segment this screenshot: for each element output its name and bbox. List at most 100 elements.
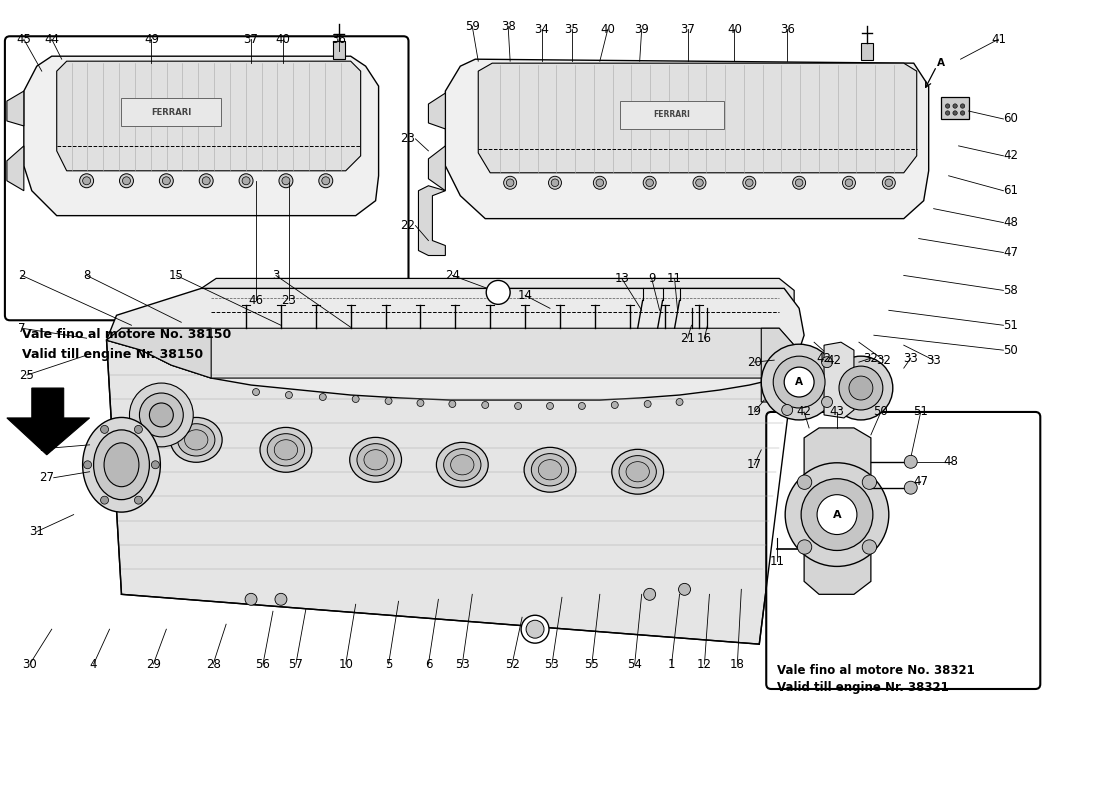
- Bar: [940, 97, 968, 119]
- Circle shape: [795, 179, 803, 186]
- Circle shape: [862, 540, 877, 554]
- Circle shape: [486, 281, 510, 304]
- Text: eurospares: eurospares: [129, 361, 374, 399]
- Text: 47: 47: [913, 475, 928, 488]
- Circle shape: [547, 402, 553, 410]
- Circle shape: [849, 376, 873, 400]
- Circle shape: [279, 174, 293, 188]
- Text: 32: 32: [864, 352, 878, 365]
- Text: 3: 3: [273, 269, 279, 282]
- Text: 38: 38: [500, 20, 516, 33]
- Text: 33: 33: [903, 352, 918, 365]
- Text: 14: 14: [518, 289, 532, 302]
- Polygon shape: [781, 345, 834, 412]
- Ellipse shape: [437, 442, 488, 487]
- Text: 32: 32: [877, 354, 891, 366]
- Circle shape: [82, 177, 90, 185]
- Circle shape: [645, 401, 651, 407]
- Ellipse shape: [443, 449, 481, 481]
- Circle shape: [676, 398, 683, 406]
- Circle shape: [953, 111, 957, 115]
- Text: 5: 5: [385, 658, 393, 670]
- Text: 28: 28: [206, 658, 221, 670]
- Circle shape: [904, 482, 917, 494]
- Text: 42: 42: [826, 354, 842, 366]
- Circle shape: [319, 394, 327, 401]
- Text: 58: 58: [1003, 284, 1019, 297]
- Text: 56: 56: [255, 658, 271, 670]
- Text: 4: 4: [90, 658, 97, 670]
- Text: 39: 39: [635, 22, 649, 36]
- Circle shape: [199, 174, 213, 188]
- Text: 8: 8: [82, 269, 90, 282]
- Circle shape: [352, 395, 360, 402]
- Text: 42: 42: [1003, 150, 1019, 162]
- Text: 25: 25: [20, 369, 34, 382]
- Circle shape: [551, 179, 559, 186]
- Circle shape: [945, 111, 949, 115]
- Text: Vale fino al motore No. 38150: Vale fino al motore No. 38150: [22, 328, 231, 342]
- Text: 36: 36: [331, 33, 346, 46]
- Ellipse shape: [104, 443, 139, 486]
- Polygon shape: [7, 388, 89, 455]
- Polygon shape: [418, 186, 446, 255]
- Ellipse shape: [170, 418, 222, 462]
- Ellipse shape: [358, 444, 394, 476]
- Text: 51: 51: [913, 406, 928, 418]
- Bar: [121, 98, 221, 126]
- Text: FERRARI: FERRARI: [151, 107, 191, 117]
- Circle shape: [801, 478, 873, 550]
- Polygon shape: [107, 328, 794, 644]
- Text: 23: 23: [400, 133, 416, 146]
- Circle shape: [84, 461, 91, 469]
- Text: 17: 17: [747, 458, 762, 471]
- Circle shape: [526, 620, 544, 638]
- Bar: [619, 101, 725, 129]
- Circle shape: [449, 401, 455, 407]
- Circle shape: [782, 405, 793, 415]
- Circle shape: [282, 177, 290, 185]
- Circle shape: [945, 104, 949, 108]
- Circle shape: [798, 540, 812, 554]
- Circle shape: [417, 399, 424, 406]
- Circle shape: [793, 176, 805, 190]
- Text: A: A: [833, 510, 842, 520]
- Ellipse shape: [94, 430, 150, 500]
- Text: eurospares: eurospares: [504, 535, 696, 564]
- Circle shape: [798, 475, 812, 490]
- Circle shape: [482, 402, 488, 409]
- Circle shape: [319, 174, 333, 188]
- Text: 57: 57: [288, 658, 304, 670]
- Text: 55: 55: [584, 658, 600, 670]
- Text: 59: 59: [465, 20, 480, 33]
- Text: 52: 52: [505, 658, 519, 670]
- Text: 20: 20: [747, 356, 761, 369]
- Ellipse shape: [267, 434, 305, 466]
- Text: 9: 9: [648, 272, 656, 285]
- Polygon shape: [7, 91, 24, 126]
- Text: 13: 13: [614, 272, 629, 285]
- Text: 1: 1: [668, 658, 675, 670]
- Circle shape: [596, 179, 604, 186]
- Polygon shape: [428, 146, 446, 190]
- Text: 18: 18: [730, 658, 745, 670]
- Circle shape: [644, 588, 656, 600]
- Circle shape: [953, 104, 957, 108]
- Text: 16: 16: [697, 332, 712, 345]
- Text: 23: 23: [282, 294, 296, 307]
- Text: Vale fino al motore No. 38321: Vale fino al motore No. 38321: [778, 664, 975, 677]
- Polygon shape: [428, 93, 446, 129]
- Text: 50: 50: [1003, 344, 1019, 357]
- Ellipse shape: [364, 450, 387, 470]
- Text: 7: 7: [18, 322, 25, 334]
- Circle shape: [960, 111, 965, 115]
- Polygon shape: [201, 278, 794, 328]
- Circle shape: [761, 344, 837, 420]
- Text: 6: 6: [425, 658, 432, 670]
- Text: A: A: [795, 377, 803, 387]
- Bar: [333, 42, 344, 59]
- Circle shape: [239, 174, 253, 188]
- Circle shape: [385, 398, 392, 405]
- Text: 45: 45: [16, 33, 31, 46]
- Circle shape: [695, 179, 703, 186]
